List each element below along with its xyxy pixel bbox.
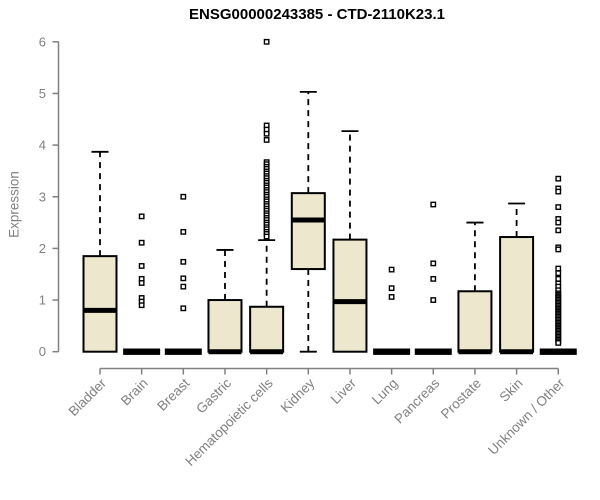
collapsed-box	[164, 348, 202, 355]
x-tick-label: Skin	[497, 376, 526, 405]
outlier-point	[138, 239, 145, 246]
outlier-point	[555, 275, 562, 282]
outlier-point	[180, 228, 187, 235]
outlier-point	[263, 38, 270, 45]
collapsed-box	[123, 348, 161, 355]
outlier-point	[555, 340, 562, 346]
x-tick-label: Kidney	[278, 375, 318, 415]
box	[457, 290, 493, 353]
outlier-point	[263, 233, 270, 240]
y-tick-label: 4	[39, 138, 46, 153]
box	[499, 236, 535, 353]
x-tick-label: Prostate	[438, 376, 484, 422]
x-tick-label: Bladder	[66, 375, 110, 419]
outlier-point	[263, 137, 270, 143]
y-tick-label: 0	[39, 344, 46, 359]
x-tick-label: Liver	[328, 375, 360, 407]
y-tick-label: 2	[39, 241, 46, 256]
outlier-point	[555, 175, 562, 182]
outlier-point	[388, 285, 395, 292]
outlier-point	[555, 204, 562, 210]
box	[290, 192, 326, 271]
outlier-point	[180, 283, 187, 290]
outlier-point	[555, 219, 562, 226]
outlier-point	[138, 263, 145, 269]
collapsed-box	[414, 348, 452, 355]
x-tick-label: Unknown / Other	[485, 375, 568, 458]
outlier-point	[430, 297, 437, 303]
y-tick-label: 6	[39, 34, 46, 49]
y-tick-label: 5	[39, 86, 46, 101]
outlier-point	[138, 213, 145, 220]
outlier-point	[138, 302, 145, 309]
outlier-point	[430, 201, 437, 208]
outlier-point	[430, 260, 437, 267]
y-tick-label: 3	[39, 189, 46, 204]
x-tick-label: Pancreas	[391, 375, 442, 426]
outlier-point	[388, 294, 395, 300]
outlier-point	[180, 305, 187, 312]
outlier-point	[263, 130, 270, 137]
y-tick-label: 1	[39, 293, 46, 308]
x-tick-label: Lung	[369, 376, 401, 408]
collapsed-box	[539, 348, 577, 355]
box	[207, 299, 243, 353]
x-tick-label: Gastric	[193, 375, 234, 416]
outlier-point	[180, 258, 187, 265]
collapsed-box	[373, 348, 411, 355]
outlier-point	[555, 246, 562, 253]
outlier-point	[388, 266, 395, 273]
outlier-point	[180, 193, 187, 200]
x-tick-label: Breast	[154, 375, 192, 413]
outlier-point	[555, 270, 562, 277]
outlier-point	[555, 227, 562, 234]
outlier-point	[180, 275, 187, 282]
box	[332, 238, 368, 353]
outlier-point	[138, 280, 145, 286]
chart-title: ENSG00000243385 - CTD-2110K23.1	[189, 6, 445, 23]
outlier-point	[555, 265, 562, 272]
box	[82, 255, 118, 353]
x-tick-label: Brain	[118, 376, 151, 409]
outlier-point	[555, 188, 562, 195]
box	[249, 305, 285, 353]
outlier-point	[430, 275, 437, 282]
